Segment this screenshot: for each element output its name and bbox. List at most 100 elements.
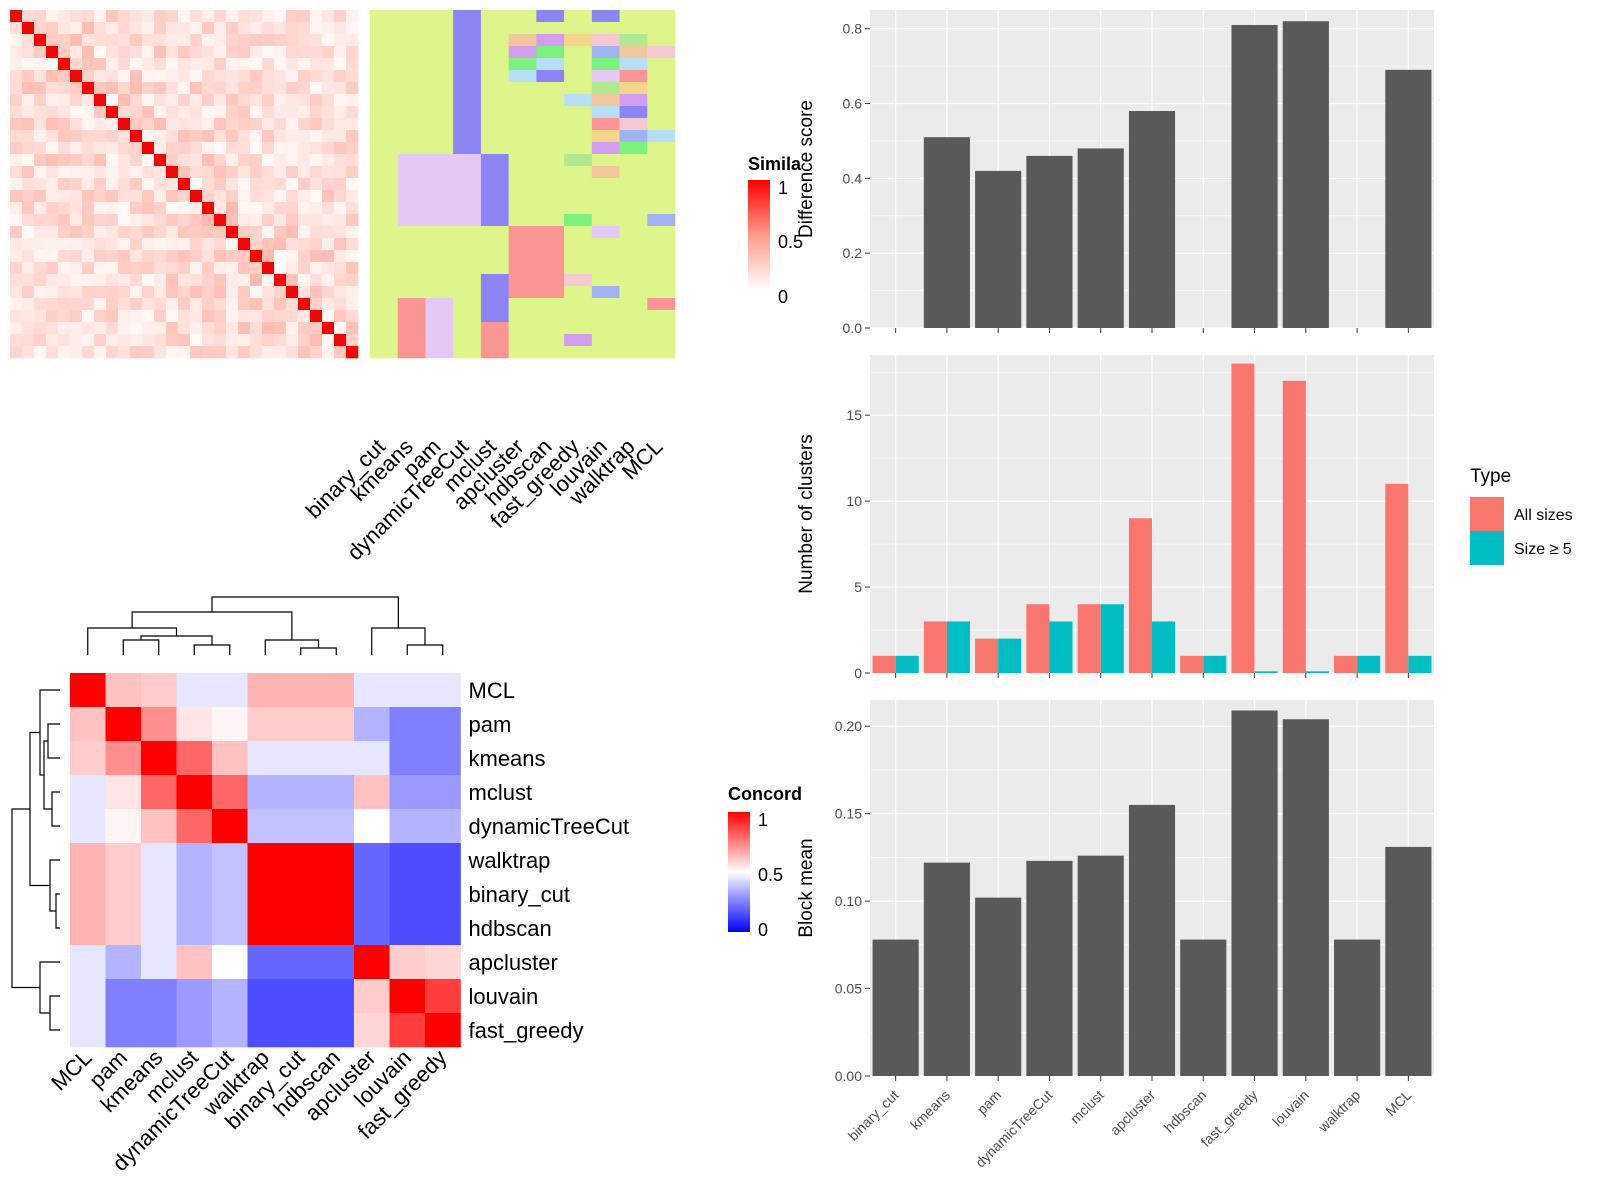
concordance-cell xyxy=(318,843,355,878)
similarity-heatmap xyxy=(10,10,359,359)
similarity-label-cell xyxy=(536,118,565,131)
bar-all-sizes xyxy=(1128,518,1152,673)
similarity-label-cell xyxy=(453,178,482,191)
similarity-cell xyxy=(82,334,95,347)
similarity-cell xyxy=(214,70,227,83)
similarity-cell xyxy=(202,262,215,275)
similarity-cell xyxy=(250,106,263,119)
similarity-cell xyxy=(94,154,107,167)
similarity-cell xyxy=(22,190,35,203)
similarity-label-cell xyxy=(397,298,426,311)
similarity-label-cell xyxy=(647,154,676,167)
similarity-cell xyxy=(226,322,239,335)
similarity-cell xyxy=(22,46,35,59)
similarity-cell xyxy=(58,94,71,107)
similarity-cell xyxy=(346,154,359,167)
bar-size-ge5 xyxy=(1152,621,1176,673)
similarity-cell xyxy=(346,226,359,239)
similarity-label-cell xyxy=(508,130,537,143)
similarity-cell xyxy=(70,214,83,227)
similarity-label-cell xyxy=(536,106,565,119)
similarity-cell xyxy=(118,142,131,155)
similarity-cell xyxy=(70,154,83,167)
similarity-label-cell xyxy=(619,226,648,239)
similarity-cell xyxy=(286,58,299,71)
similarity-cell xyxy=(82,346,95,359)
bar-all-sizes xyxy=(1026,604,1050,673)
similarity-cell xyxy=(190,166,203,179)
similarity-label-cell xyxy=(647,10,676,23)
concordance-cell xyxy=(318,979,355,1014)
similarity-cell xyxy=(22,166,35,179)
concordance-row-dendrogram-branch xyxy=(39,689,60,776)
similarity-label-cell xyxy=(425,34,454,47)
similarity-cell xyxy=(118,274,131,287)
similarity-cell xyxy=(250,82,263,95)
similarity-label-cell xyxy=(370,322,399,335)
similarity-cell xyxy=(214,286,227,299)
concordance-cell xyxy=(176,809,213,844)
similarity-cell xyxy=(118,298,131,311)
similarity-cell xyxy=(286,274,299,287)
concordance-cell xyxy=(389,741,426,776)
bar-size-ge5 xyxy=(1100,604,1124,673)
similarity-label-cell xyxy=(480,286,509,299)
concordance-cell xyxy=(283,877,319,912)
similarity-label-cell xyxy=(564,58,593,71)
similarity-cell xyxy=(202,202,215,215)
similarity-label-cell xyxy=(564,10,593,23)
similarity-cell xyxy=(310,58,323,71)
similarity-label-cell xyxy=(536,214,565,227)
concordance-cell xyxy=(354,1013,390,1048)
similarity-cell xyxy=(226,154,239,167)
similarity-cell xyxy=(46,202,59,215)
bar xyxy=(1128,804,1176,1076)
similarity-cell xyxy=(106,118,119,131)
concordance-cell xyxy=(141,979,177,1014)
similarity-label-cell xyxy=(453,130,482,143)
similarity-cell xyxy=(238,82,251,95)
similarity-cell xyxy=(22,298,35,311)
similarity-cell xyxy=(46,238,59,251)
similarity-cell xyxy=(154,310,167,323)
similarity-cell xyxy=(178,154,191,167)
similarity-cell xyxy=(310,214,323,227)
similarity-label-cell xyxy=(508,10,537,23)
concordance-cell xyxy=(105,911,142,946)
similarity-cell xyxy=(322,94,335,107)
similarity-cell xyxy=(118,166,131,179)
concordance-cell xyxy=(176,877,213,912)
similarity-label-cell xyxy=(397,94,426,107)
similarity-label-cell xyxy=(564,286,593,299)
similarity-cell xyxy=(202,322,215,335)
similarity-label-cell xyxy=(453,334,482,347)
similarity-cell xyxy=(262,130,275,143)
similarity-cell xyxy=(238,346,251,359)
similarity-cell xyxy=(142,274,155,287)
similarity-label-cell xyxy=(591,118,620,131)
similarity-cell xyxy=(214,190,227,203)
similarity-cell xyxy=(286,310,299,323)
similarity-cell xyxy=(226,118,239,131)
similarity-cell xyxy=(106,310,119,323)
similarity-cell xyxy=(10,190,23,203)
similarity-cell xyxy=(106,58,119,71)
similarity-cell xyxy=(310,70,323,83)
similarity-label-cell xyxy=(425,106,454,119)
similarity-cell xyxy=(58,82,71,95)
similarity-cell xyxy=(58,178,71,191)
similarity-legend: Simila 1 0.5 0 xyxy=(748,154,803,307)
similarity-cell xyxy=(142,58,155,71)
bar xyxy=(1334,939,1381,1076)
bar-all-sizes xyxy=(872,655,896,673)
similarity-cell xyxy=(94,70,107,83)
similarity-cell xyxy=(262,346,275,359)
similarity-cell xyxy=(178,22,191,35)
similarity-cell xyxy=(274,298,287,311)
similarity-cell xyxy=(34,274,47,287)
concordance-legend-tick: 0.5 xyxy=(758,865,783,885)
similarity-cell xyxy=(250,298,263,311)
similarity-cell xyxy=(250,250,263,263)
similarity-label-cell xyxy=(536,202,565,215)
similarity-cell xyxy=(130,202,143,215)
